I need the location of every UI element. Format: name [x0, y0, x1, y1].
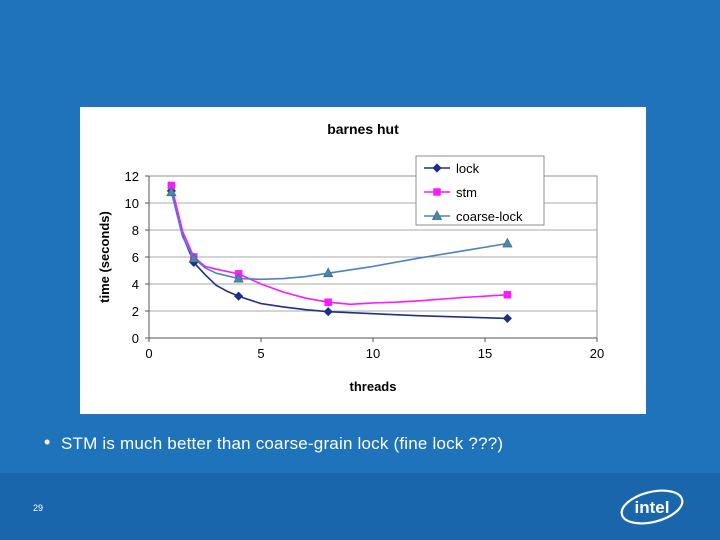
footer-band	[0, 473, 720, 540]
y-tick-label: 2	[132, 304, 139, 319]
bullet-text: STM is much better than coarse-grain loc…	[61, 434, 504, 453]
y-tick-label: 0	[132, 331, 139, 346]
legend-label-stm: stm	[456, 185, 477, 200]
legend-label-coarse-lock: coarse-lock	[456, 209, 523, 224]
y-tick-label: 4	[132, 277, 139, 292]
intel-logo: intel	[620, 489, 684, 525]
x-tick-label: 10	[366, 346, 380, 361]
x-tick-label: 20	[590, 346, 604, 361]
y-tick-label: 12	[125, 169, 139, 184]
y-tick-label: 10	[125, 196, 139, 211]
data-point-coarse-lock	[502, 237, 513, 248]
chart-panel: 0 2 4 6 8 10 12 0 5 10 15 20 barnes hut threads time (…	[80, 107, 646, 414]
data-point-coarse-lock	[166, 186, 177, 197]
series-line-stm	[170, 185, 508, 306]
x-tick-label: 15	[478, 346, 492, 361]
data-point-lock	[234, 291, 244, 301]
data-point-coarse-lock	[233, 272, 244, 283]
x-axis-label: threads	[350, 379, 397, 394]
y-tick-label: 6	[132, 250, 139, 265]
legend-marker-lock	[432, 163, 442, 173]
chart-title: barnes hut	[327, 121, 399, 137]
data-point-coarse-lock	[188, 252, 199, 263]
legend-marker-coarse-lock	[431, 210, 443, 220]
series-line-lock	[170, 190, 508, 320]
data-point-stm	[324, 298, 332, 306]
data-point-lock	[323, 307, 333, 317]
x-tick-label: 5	[257, 346, 264, 361]
data-point-lock	[502, 313, 512, 323]
bullet-marker: •	[44, 432, 51, 452]
logo-wordmark: intel	[635, 498, 670, 517]
data-point-stm	[503, 291, 512, 299]
legend-label-lock: lock	[456, 161, 480, 176]
legend-marker-stm	[433, 188, 441, 196]
x-tick-label: 0	[145, 346, 152, 361]
slide-number: 29	[33, 503, 44, 513]
y-axis-label: time (seconds)	[97, 211, 112, 303]
y-tick-label: 8	[132, 223, 139, 238]
line-chart: 0 2 4 6 8 10 12 0 5 10 15 20 barnes hut threads time (…	[97, 121, 604, 394]
data-point-coarse-lock	[323, 267, 334, 278]
